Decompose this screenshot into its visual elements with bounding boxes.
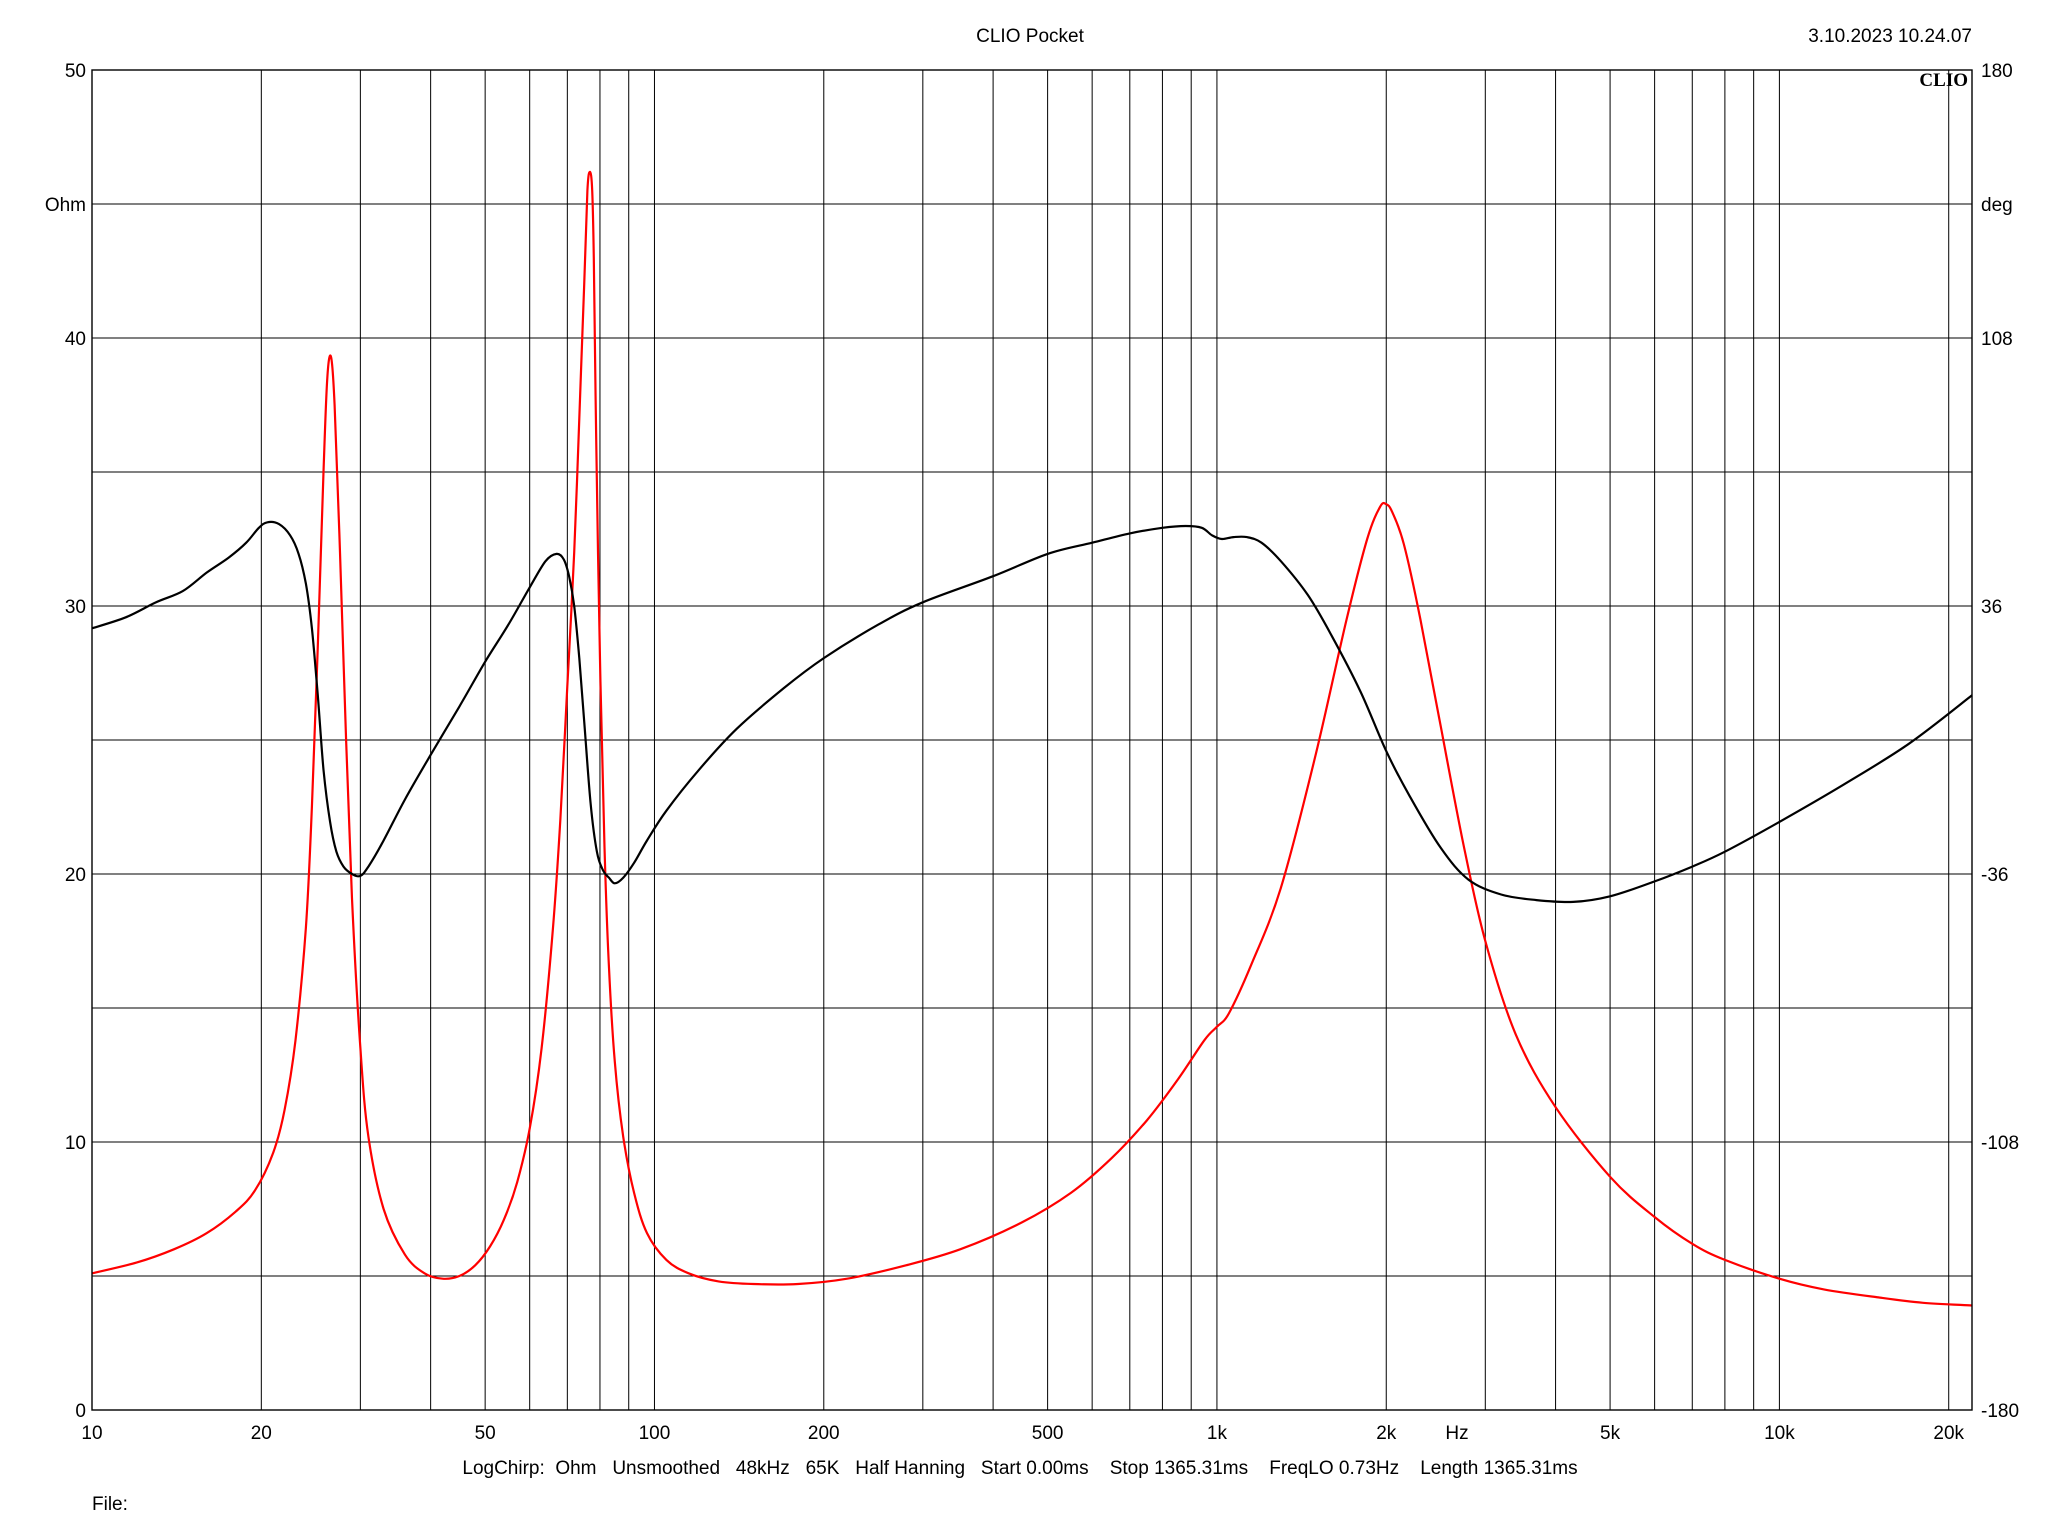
clio-logo: CLIO [1919, 70, 1968, 91]
settings-line: LogChirp: Ohm Unsmoothed 48kHz 65K Half … [462, 1458, 1577, 1479]
x-tick-label: 50 [475, 1423, 496, 1444]
timestamp: 3.10.2023 10.24.07 [1808, 26, 1972, 47]
y-left-tick-label: 10 [65, 1133, 86, 1154]
y-left-tick-label: 20 [65, 865, 86, 886]
x-tick-label: 500 [1032, 1423, 1064, 1444]
x-tick-label: 1k [1207, 1423, 1228, 1444]
y-left-tick-label: 0 [75, 1401, 86, 1422]
y-right-tick-label: -36 [1981, 865, 2008, 886]
y-right-tick-label: -180 [1981, 1401, 2019, 1422]
y-left-tick-label: 30 [65, 597, 86, 618]
phase-series-line [91, 520, 1973, 904]
y-right-unit-label: deg [1981, 195, 2013, 216]
y-right-tick-label: 36 [1981, 597, 2002, 618]
y-right-tick-label: -108 [1981, 1133, 2019, 1154]
y-right-tick-label: 180 [1981, 61, 2013, 82]
file-label: File: [92, 1494, 128, 1515]
x-tick-label: 2k [1376, 1423, 1397, 1444]
x-tick-label: 10k [1764, 1423, 1795, 1444]
y-left-tick-label: 40 [65, 329, 86, 350]
x-axis-ticks: 10 20 50 100 200 500 1k 2k 5k 10k 20k [81, 1423, 1964, 1444]
plot-frame [91, 69, 1973, 1411]
x-tick-label: 5k [1600, 1423, 1621, 1444]
y-left-tick-label: 50 [65, 61, 86, 82]
chart-title: CLIO Pocket [976, 26, 1084, 47]
grid [91, 69, 1972, 1411]
x-tick-label: 100 [639, 1423, 671, 1444]
impedance-series-line [91, 170, 1973, 1307]
left-axis-ticks: 0 10 20 30 40 50 [65, 61, 86, 1422]
right-axis-ticks: -180 -108 -36 36 108 180 [1981, 61, 2019, 1422]
x-unit-label: Hz [1445, 1423, 1468, 1444]
x-tick-label: 200 [808, 1423, 840, 1444]
x-tick-label: 10 [81, 1423, 102, 1444]
x-tick-label: 20 [251, 1423, 272, 1444]
y-right-tick-label: 108 [1981, 329, 2013, 350]
y-left-unit-label: Ohm [45, 195, 86, 216]
x-tick-label: 20k [1933, 1423, 1964, 1444]
plot-area [91, 170, 1973, 1307]
